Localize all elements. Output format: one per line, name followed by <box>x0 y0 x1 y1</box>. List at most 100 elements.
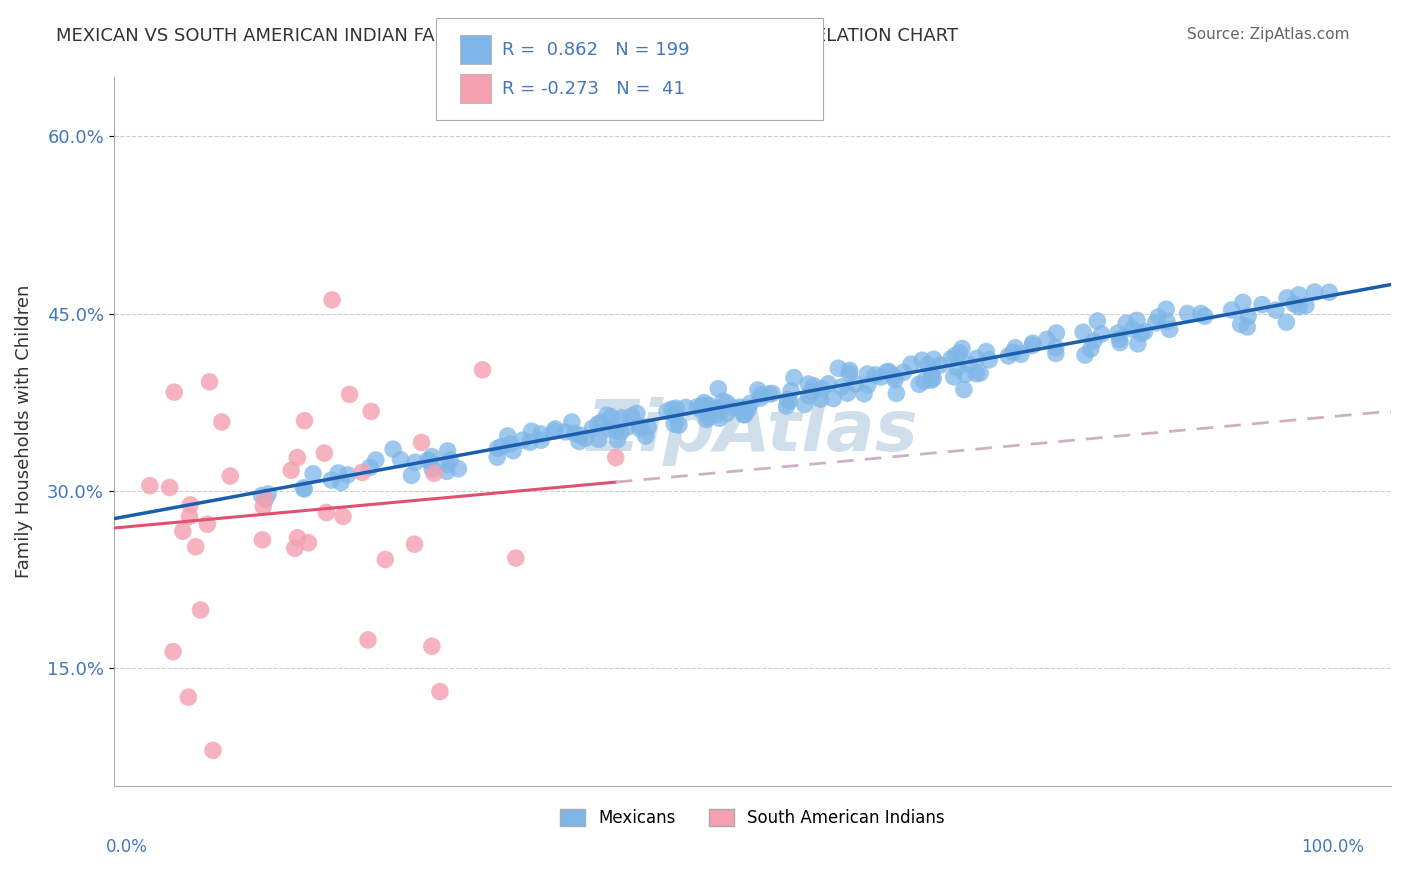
Text: Source: ZipAtlas.com: Source: ZipAtlas.com <box>1187 27 1350 42</box>
Text: R =  0.862   N = 199: R = 0.862 N = 199 <box>502 41 689 59</box>
Point <box>179 509 201 524</box>
Point <box>893 365 915 379</box>
Point <box>257 487 280 501</box>
Point <box>336 467 359 482</box>
Point <box>253 491 276 505</box>
Point <box>294 414 316 428</box>
Point <box>439 453 461 467</box>
Point <box>823 392 845 406</box>
Point <box>838 367 860 381</box>
Point <box>1288 300 1310 314</box>
Point <box>707 401 730 416</box>
Point <box>1045 326 1067 340</box>
Point <box>1220 303 1243 318</box>
Point <box>695 398 717 412</box>
Point <box>1001 345 1024 359</box>
Point <box>564 426 586 441</box>
Point <box>749 387 772 401</box>
Point <box>686 400 709 414</box>
Point <box>908 377 931 392</box>
Point <box>519 435 541 450</box>
Point <box>865 368 887 382</box>
Point <box>917 358 939 372</box>
Point <box>675 401 697 415</box>
Point <box>779 393 801 408</box>
Point <box>436 444 458 458</box>
Point <box>1126 313 1149 327</box>
Point <box>530 433 553 447</box>
Point <box>420 639 443 653</box>
Point <box>606 424 628 438</box>
Point <box>554 425 576 439</box>
Point <box>486 442 509 456</box>
Point <box>886 386 908 401</box>
Point <box>302 467 325 481</box>
Point <box>329 475 352 490</box>
Point <box>810 392 832 407</box>
Point <box>734 408 756 422</box>
Point <box>1022 336 1045 351</box>
Point <box>1045 341 1067 355</box>
Point <box>420 450 443 464</box>
Point <box>943 348 966 362</box>
Point <box>693 395 716 409</box>
Point <box>793 397 815 411</box>
Point <box>957 357 980 371</box>
Point <box>285 450 308 465</box>
Point <box>668 418 690 433</box>
Point <box>219 469 242 483</box>
Point <box>1133 325 1156 339</box>
Point <box>817 376 839 391</box>
Point <box>250 489 273 503</box>
Point <box>1004 341 1026 355</box>
Point <box>953 368 976 382</box>
Point <box>620 409 643 424</box>
Text: ZipAtlas: ZipAtlas <box>586 397 918 467</box>
Point <box>1122 322 1144 336</box>
Point <box>505 551 527 566</box>
Point <box>626 406 648 420</box>
Point <box>401 468 423 483</box>
Point <box>606 433 628 447</box>
Point <box>280 463 302 477</box>
Point <box>179 498 201 512</box>
Point <box>655 404 678 418</box>
Point <box>1080 342 1102 356</box>
Point <box>728 401 751 415</box>
Point <box>1159 322 1181 336</box>
Point <box>352 466 374 480</box>
Point <box>328 466 350 480</box>
Point <box>1090 326 1112 341</box>
Point <box>1108 332 1130 346</box>
Point <box>747 383 769 397</box>
Point <box>697 410 720 425</box>
Point <box>912 374 935 388</box>
Point <box>800 384 823 399</box>
Point <box>776 392 799 407</box>
Point <box>190 603 212 617</box>
Point <box>339 387 361 401</box>
Point <box>856 378 879 392</box>
Point <box>486 450 509 465</box>
Point <box>1275 291 1298 305</box>
Point <box>884 373 907 387</box>
Point <box>321 473 343 487</box>
Point <box>1237 309 1260 323</box>
Point <box>520 424 543 438</box>
Point <box>1144 316 1167 330</box>
Point <box>1189 306 1212 320</box>
Point <box>332 509 354 524</box>
Point <box>512 434 534 448</box>
Point <box>172 524 194 539</box>
Point <box>321 293 343 307</box>
Point <box>665 401 688 416</box>
Point <box>1010 347 1032 361</box>
Y-axis label: Family Households with Children: Family Households with Children <box>15 285 32 578</box>
Point <box>721 401 744 415</box>
Point <box>543 424 565 438</box>
Point <box>637 420 659 434</box>
Point <box>382 442 405 457</box>
Point <box>661 402 683 417</box>
Point <box>530 426 553 441</box>
Point <box>292 481 315 495</box>
